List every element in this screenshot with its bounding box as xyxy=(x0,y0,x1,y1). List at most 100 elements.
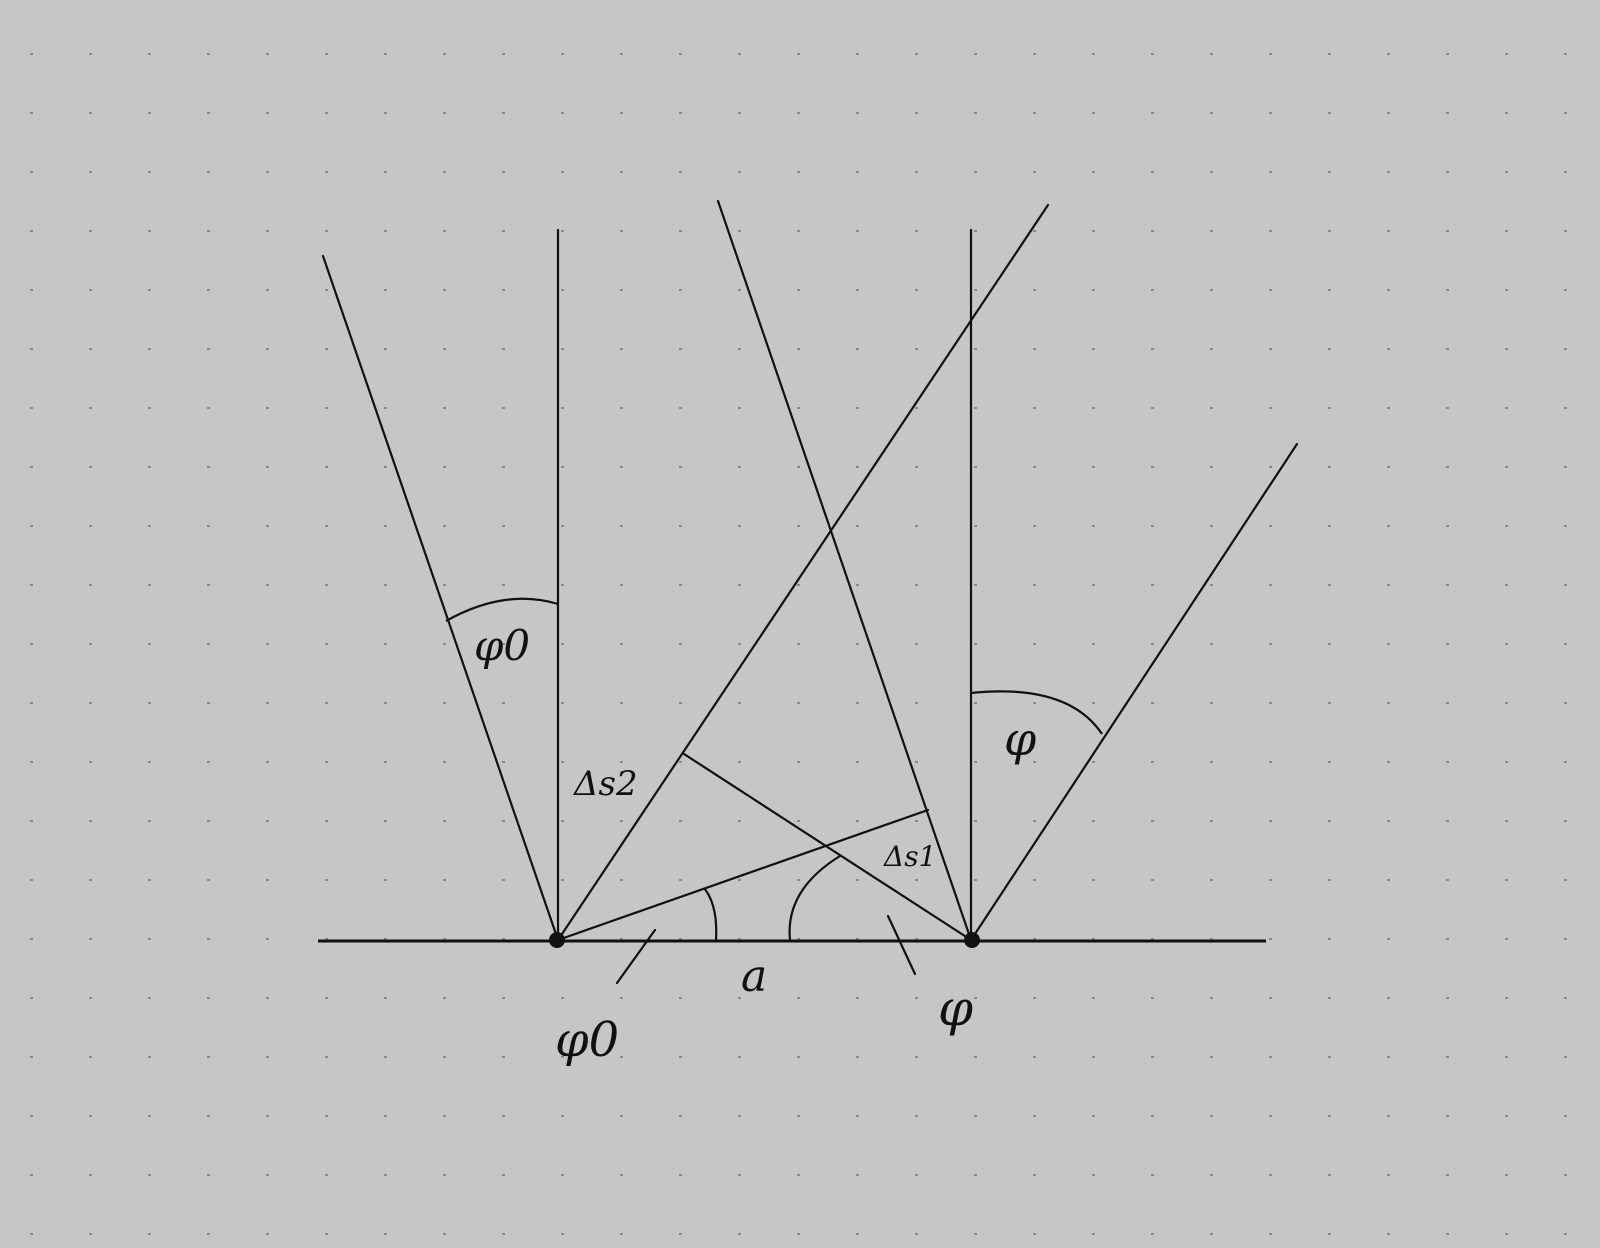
grid-dot xyxy=(325,112,328,114)
grid-dot xyxy=(384,230,387,232)
grid-dot xyxy=(207,879,210,881)
grid-dot xyxy=(148,53,151,55)
grid-dot xyxy=(502,466,505,468)
grid-dot xyxy=(620,407,623,409)
grid-dot xyxy=(856,171,859,173)
grid-dot xyxy=(561,584,564,586)
grid-dot xyxy=(620,289,623,291)
grid-dot xyxy=(502,643,505,645)
grid-dot xyxy=(266,53,269,55)
grid-dot xyxy=(561,407,564,409)
grid-dot xyxy=(1033,525,1036,527)
grid-dot xyxy=(797,1174,800,1176)
grid-dot xyxy=(1387,938,1390,940)
grid-dot xyxy=(325,53,328,55)
grid-dot xyxy=(1505,112,1508,114)
grid-dot xyxy=(443,1233,446,1235)
grid-dot xyxy=(30,407,33,409)
phi-top-angle-arc xyxy=(970,690,1103,735)
grid-dot xyxy=(384,879,387,881)
grid-dot xyxy=(1210,230,1213,232)
delta-s2-label: Δs2 xyxy=(572,764,638,804)
grid-dot xyxy=(1092,997,1095,999)
grid-dot xyxy=(1092,525,1095,527)
grid-dot xyxy=(443,997,446,999)
grid-dot xyxy=(1564,761,1567,763)
grid-dot xyxy=(856,525,859,527)
grid-dot xyxy=(915,1233,918,1235)
grid-dot xyxy=(266,230,269,232)
grid-dot xyxy=(679,820,682,822)
grid-dot xyxy=(384,643,387,645)
grid-dot xyxy=(1269,702,1272,704)
grid-dot xyxy=(1269,407,1272,409)
grid-dot xyxy=(384,525,387,527)
grid-dot xyxy=(974,643,977,645)
grid-dot xyxy=(1387,643,1390,645)
grid-dot xyxy=(738,820,741,822)
grid-dot xyxy=(738,466,741,468)
grid-dot xyxy=(856,584,859,586)
grid-dot xyxy=(384,1174,387,1176)
grid-dot xyxy=(89,407,92,409)
grid-dot xyxy=(89,761,92,763)
grid-dot xyxy=(1092,112,1095,114)
grid-dot xyxy=(266,584,269,586)
grid-dot xyxy=(915,112,918,114)
grid-dot xyxy=(502,1174,505,1176)
grid-dot xyxy=(738,407,741,409)
grid-dot xyxy=(679,466,682,468)
grid-dot xyxy=(1387,1056,1390,1058)
grid-dot xyxy=(797,525,800,527)
grid-dot xyxy=(1446,997,1449,999)
grid-dot xyxy=(1505,1115,1508,1117)
grid-dot xyxy=(1092,761,1095,763)
grid-dot xyxy=(1092,584,1095,586)
grid-dot xyxy=(384,112,387,114)
grid-dot xyxy=(1092,643,1095,645)
grid-dot xyxy=(502,584,505,586)
grid-dot xyxy=(1210,938,1213,940)
grid-dot xyxy=(207,997,210,999)
grid-dot xyxy=(1446,879,1449,881)
grid-dot xyxy=(679,348,682,350)
grid-dot xyxy=(915,879,918,881)
grid-dot xyxy=(561,348,564,350)
grid-dot xyxy=(1033,997,1036,999)
grid-dot xyxy=(207,1115,210,1117)
grid-dot xyxy=(384,407,387,409)
grid-dot xyxy=(325,466,328,468)
grid-dot xyxy=(148,997,151,999)
grid-dot xyxy=(679,1115,682,1117)
grid-dot xyxy=(1505,171,1508,173)
grid-dot xyxy=(1387,53,1390,55)
grid-dot xyxy=(443,820,446,822)
grid-dot xyxy=(1564,53,1567,55)
grid-dot xyxy=(1092,230,1095,232)
grid-dot xyxy=(1033,1174,1036,1176)
grid-dot xyxy=(1210,171,1213,173)
grid-dot xyxy=(738,584,741,586)
grid-dot xyxy=(89,879,92,881)
grid-dot xyxy=(1328,112,1331,114)
grid-dot xyxy=(325,1233,328,1235)
grid-dot xyxy=(679,289,682,291)
grid-dot xyxy=(30,171,33,173)
grid-dot xyxy=(325,879,328,881)
grid-dot xyxy=(738,643,741,645)
grid-dot xyxy=(89,938,92,940)
grid-dot xyxy=(620,1115,623,1117)
grid-dot xyxy=(679,112,682,114)
grid-dot xyxy=(443,407,446,409)
grid-dot xyxy=(1328,53,1331,55)
grid-dot xyxy=(915,643,918,645)
grid-dot xyxy=(1446,1174,1449,1176)
grid-dot xyxy=(797,997,800,999)
grid-dot xyxy=(915,466,918,468)
grid-dot xyxy=(915,289,918,291)
grid-dot xyxy=(30,525,33,527)
grid-dot xyxy=(797,643,800,645)
grid-dot xyxy=(1564,584,1567,586)
grid-dot xyxy=(620,230,623,232)
grid-dot xyxy=(797,820,800,822)
